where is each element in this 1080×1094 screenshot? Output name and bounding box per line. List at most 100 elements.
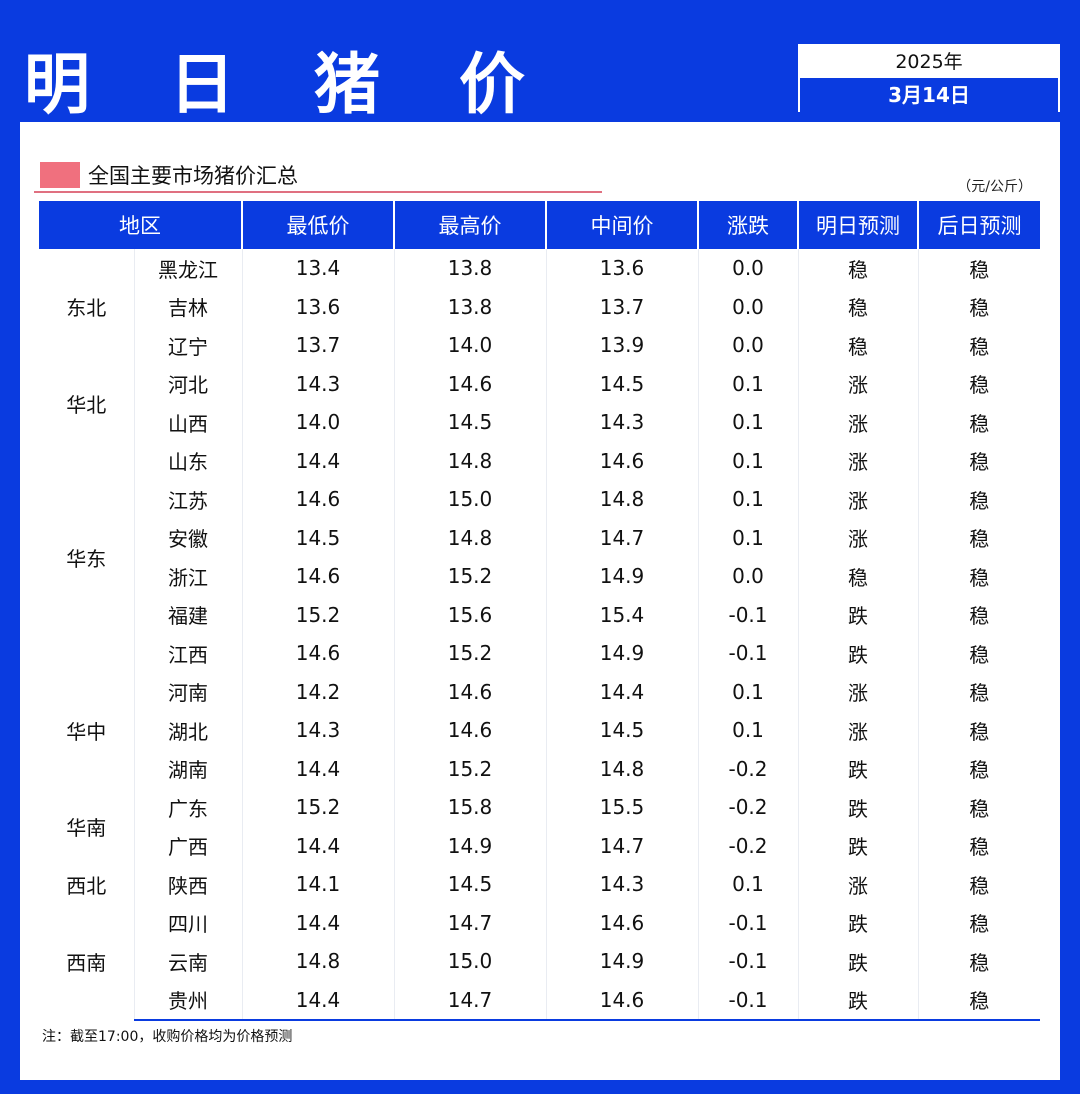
change-cell: 0.0 — [698, 249, 799, 288]
column-header-region: 地区 — [39, 201, 243, 249]
change-cell: 0.1 — [698, 672, 799, 711]
high-price-cell: 14.8 — [394, 518, 547, 557]
mid-price-cell: 14.9 — [546, 634, 699, 673]
column-header-tomorrow: 明日预测 — [798, 201, 919, 249]
low-price-cell: 14.2 — [242, 672, 395, 711]
tomorrow-forecast-cell: 跌 — [798, 826, 919, 865]
table-row: 福建 15.2 15.6 15.4 -0.1 跌 稳 — [39, 595, 1040, 634]
day-after-forecast-cell: 稳 — [969, 565, 990, 590]
region-cell: 华南 — [39, 788, 135, 865]
province-cell: 福建 — [134, 595, 243, 634]
high-price-cell: 14.5 — [394, 865, 547, 904]
high-price-cell: 14.5 — [394, 403, 547, 442]
section-marker — [40, 162, 80, 188]
day-after-forecast-cell: 稳 — [969, 642, 990, 667]
column-header-change: 涨跌 — [698, 201, 799, 249]
high-price-cell: 14.0 — [394, 326, 547, 365]
day-after-forecast-cell: 稳 — [969, 758, 990, 783]
change-cell: 0.1 — [698, 865, 799, 904]
high-price-cell: 14.7 — [394, 903, 547, 942]
day-after-forecast-cell: 稳 — [969, 334, 990, 359]
mid-price-cell: 14.4 — [546, 672, 699, 711]
low-price-cell: 14.3 — [242, 711, 395, 750]
high-price-cell: 14.7 — [394, 980, 547, 1021]
table-row: 贵州 14.4 14.7 14.6 -0.1 跌稳 — [39, 980, 1040, 1021]
tomorrow-forecast-cell: 涨 — [798, 403, 919, 442]
province-cell: 河南 — [134, 672, 243, 711]
day-after-forecast-cell: 稳 — [969, 950, 990, 975]
high-price-cell: 14.9 — [394, 826, 547, 865]
day-after-forecast-cell: 稳 — [969, 796, 990, 821]
low-price-cell: 15.2 — [242, 595, 395, 634]
province-cell: 贵州 — [134, 980, 243, 1021]
low-price-cell: 14.0 — [242, 403, 395, 442]
mid-price-cell: 15.5 — [546, 788, 699, 827]
change-cell: 0.1 — [698, 711, 799, 750]
page-title: 明 日 猪 价 — [24, 46, 553, 123]
table-row: 湖南 14.4 15.2 14.8 -0.2 跌 稳 — [39, 749, 1040, 788]
tomorrow-forecast-cell: 跌 — [798, 595, 919, 634]
table-row: 华南 广东 15.2 15.8 15.5 -0.2 跌稳 — [39, 788, 1040, 865]
change-cell: -0.2 — [698, 826, 799, 865]
province-cell: 湖南 — [134, 749, 243, 788]
low-price-cell: 14.6 — [242, 557, 395, 596]
low-price-cell: 13.7 — [242, 326, 395, 365]
region-cell: 华北 — [39, 364, 135, 442]
mid-price-cell: 14.7 — [546, 826, 699, 865]
low-price-cell: 14.3 — [242, 364, 395, 403]
tomorrow-forecast-cell: 涨 — [798, 480, 919, 519]
low-price-cell: 14.5 — [242, 518, 395, 557]
mid-price-cell: 14.3 — [546, 865, 699, 904]
table-row: 江苏 14.6 15.0 14.8 0.1 涨 稳 — [39, 480, 1040, 519]
province-cell: 黑龙江 — [134, 249, 243, 288]
column-header-low: 最低价 — [242, 201, 395, 249]
day-after-forecast-cell: 稳 — [969, 681, 990, 706]
province-cell: 吉林 — [134, 287, 243, 326]
table-body: 东北 黑龙江 13.4 13.8 13.6 0.0 稳稳吉林 13.6 13.8 13.7 0.0 稳… — [39, 249, 1040, 1021]
table-row: 东北 黑龙江 13.4 13.8 13.6 0.0 稳稳 — [39, 249, 1040, 365]
high-price-cell: 14.8 — [394, 441, 547, 480]
day-after-forecast-cell: 稳 — [918, 980, 1040, 1021]
tomorrow-forecast-cell: 跌 — [798, 788, 919, 827]
mid-price-cell: 13.7 — [546, 287, 699, 326]
footnote: 注：截至17:00，收购价格均为价格预测 — [42, 1029, 293, 1045]
day-after-forecast-cell: 稳 — [969, 488, 990, 513]
province-cell: 山西 — [134, 403, 243, 442]
mid-price-cell: 15.4 — [546, 595, 699, 634]
province-cell: 陕西 — [134, 865, 243, 904]
tomorrow-forecast-cell: 涨 — [798, 711, 919, 750]
content-card: 全国主要市场猪价汇总 （元/公斤） 地区 最低价 最高价 中间价 涨跌 明日预测… — [20, 122, 1060, 1080]
day-after-forecast-cell: 稳 — [969, 527, 990, 552]
province-cell: 河北 — [134, 364, 243, 403]
table-row: 辽宁 13.7 14.0 13.9 0.0 稳稳 — [39, 326, 1040, 365]
change-cell: 0.0 — [698, 557, 799, 596]
tomorrow-forecast-cell: 跌 — [798, 942, 919, 981]
change-cell: 0.1 — [698, 403, 799, 442]
table-row: 广西 14.4 14.9 14.7 -0.2 跌 稳 — [39, 826, 1040, 865]
region-cell: 西南 — [39, 903, 135, 1020]
low-price-cell: 14.4 — [242, 826, 395, 865]
day-after-forecast-cell: 稳 — [969, 604, 990, 629]
tomorrow-forecast-cell: 稳 — [798, 287, 919, 326]
section-title: 全国主要市场猪价汇总 — [88, 164, 298, 188]
tomorrow-forecast-cell: 跌 — [798, 903, 919, 942]
province-cell: 辽宁 — [134, 326, 243, 365]
tomorrow-forecast-cell: 涨 — [798, 672, 919, 711]
mid-price-cell: 13.9 — [546, 326, 699, 365]
mid-price-cell: 14.9 — [546, 557, 699, 596]
province-cell: 广西 — [134, 826, 243, 865]
low-price-cell: 14.4 — [242, 903, 395, 942]
high-price-cell: 14.6 — [394, 711, 547, 750]
mid-price-cell: 14.7 — [546, 518, 699, 557]
change-cell: 0.1 — [698, 364, 799, 403]
low-price-cell: 14.4 — [242, 749, 395, 788]
table-row: 江西 14.6 15.2 14.9 -0.1 跌 稳 — [39, 634, 1040, 673]
high-price-cell: 15.0 — [394, 942, 547, 981]
low-price-cell: 14.4 — [242, 441, 395, 480]
region-cell: 西北 — [39, 865, 135, 904]
change-cell: 0.0 — [698, 326, 799, 365]
high-price-cell: 13.8 — [394, 287, 547, 326]
mid-price-cell: 14.5 — [546, 711, 699, 750]
high-price-cell: 14.6 — [394, 672, 547, 711]
mid-price-cell: 14.9 — [546, 942, 699, 981]
